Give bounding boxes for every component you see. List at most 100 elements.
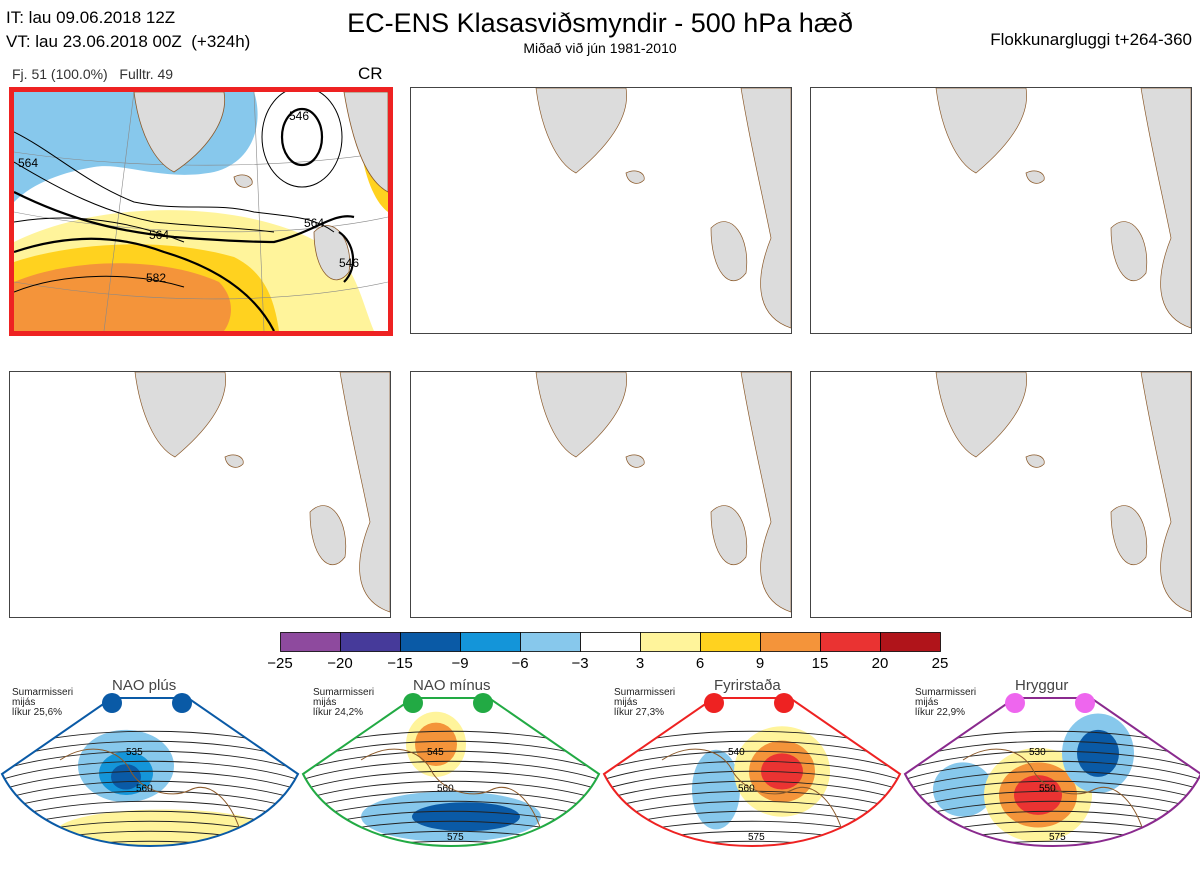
anomaly-fill [1014,775,1062,815]
anomaly-fill [412,802,520,832]
contour-label: 564 [18,156,38,170]
regime-name: Hryggur [1015,677,1069,694]
height-contour [604,770,900,791]
regime-frame [301,697,601,847]
empty-map-panel[interactable] [810,87,1192,334]
run-info: IT: lau 09.06.2018 12Z VT: lau 23.06.2018… [6,6,250,54]
empty-map [935,88,1191,329]
regime-frame [903,697,1200,847]
colorbar-segment [880,632,941,652]
colorbar-segment [640,632,701,652]
height-contour [2,840,298,846]
regime-name: NAO mínus [413,677,491,694]
anomaly-colorbar [280,632,941,652]
contour-label: 560 [437,783,454,794]
empty-map [935,372,1191,613]
empty-map-panel[interactable] [410,87,792,334]
empty-map-panel[interactable] [810,371,1192,618]
regime-frame [0,697,300,847]
height-contour [905,840,1200,846]
height-contour [604,780,900,801]
representative-member: Fulltr. 49 [119,66,174,82]
height-contour [303,750,599,771]
contour-label: 546 [339,256,359,270]
regime-frame [602,697,902,847]
contour-labels: 546 564 564 582 564 546 [18,109,359,285]
colorbar-segment [820,632,881,652]
contour-label: 535 [126,747,143,758]
empty-map [134,372,390,613]
colorbar-tick-label: −15 [387,655,413,672]
empty-map-panel[interactable] [9,371,391,618]
colorbar-tick-label: −25 [267,655,293,672]
contour-label: 550 [1039,783,1056,794]
regime-season-info: Sumarmisseri mijás líkur 25,6% [12,687,74,718]
contour-label: 546 [289,109,309,123]
regime-season-info: Sumarmisseri mijás líkur 24,2% [313,687,375,718]
member-count: Fj. 51 (100.0%) [12,66,108,82]
height-contour [303,790,599,811]
height-contour [905,770,1200,791]
colorbar-tick-label: 6 [695,655,705,672]
colorbar-tick-label: 3 [635,655,645,672]
height-contour [604,750,900,771]
main-map-panel[interactable]: 546 564 564 582 564 546 [9,87,393,336]
regime-reference-map: 540 560 575 [602,693,902,847]
height-contour [604,760,900,781]
height-contour [303,780,599,801]
colorbar-tick-label: −9 [451,655,469,672]
colorbar-segment [460,632,521,652]
main-map: 546 564 564 582 564 546 [14,92,388,331]
colorbar-tick-label: −6 [511,655,529,672]
regime-marker-dot [172,693,192,713]
anomaly-fill [415,722,457,767]
contour-label: 560 [738,783,755,794]
contour-label: 575 [1049,832,1066,843]
contour-label: 545 [427,747,444,758]
strong-warm-fill [14,263,231,331]
coastline [661,748,843,831]
contour-label: 575 [748,832,765,843]
regime-reference-map: 535 560 [0,693,300,847]
coastline [360,748,542,831]
valid-time: VT: lau 23.06.2018 00Z (+324h) [6,32,251,51]
classification-window: Flokkunargluggi t+264-360 [990,30,1192,49]
colorbar-tick-label: 25 [931,655,949,672]
regime-season-info: Sumarmisseri mijás líkur 27,3% [614,687,676,718]
height-contour [905,760,1200,781]
empty-map-panel[interactable] [410,371,792,618]
contour-label: 530 [1029,747,1046,758]
height-contour [2,750,298,771]
anomaly-fill [933,762,993,817]
height-contour [2,790,298,811]
height-contour [604,810,900,831]
page-title: EC-ENS Klasasviðsmyndir - 500 hPa hæð [347,8,853,38]
height-contours [14,92,355,331]
regime-season-info: Sumarmisseri mijás líkur 22,9% [915,687,977,718]
colorbar-segment [280,632,341,652]
regime-reference-map: 530 550 575 [903,693,1200,847]
regime-marker-dot [403,693,423,713]
regime-marker-dot [1075,693,1095,713]
regime-marker-dot [1005,693,1025,713]
height-contour [2,770,298,791]
empty-map [535,372,791,613]
colorbar-segment [700,632,761,652]
height-contour [303,770,599,791]
colorbar-tick-label: −3 [571,655,589,672]
height-contour [905,780,1200,801]
colorbar-segment [400,632,461,652]
colorbar-segment [340,632,401,652]
colorbar-segment [520,632,581,652]
anomaly-fill [692,749,740,830]
main-panel-meta: Fj. 51 (100.0%) Fulltr. 49 [12,66,173,82]
contour-label: 540 [728,747,745,758]
empty-map [535,88,791,329]
regime-name: NAO plús [112,677,177,694]
regime-name: Fyrirstaða [714,677,781,694]
height-contour [604,790,900,811]
regime-code: CR [358,64,383,83]
height-contour [2,780,298,801]
colorbar-tick-label: 15 [811,655,829,672]
colorbar-segment [580,632,641,652]
